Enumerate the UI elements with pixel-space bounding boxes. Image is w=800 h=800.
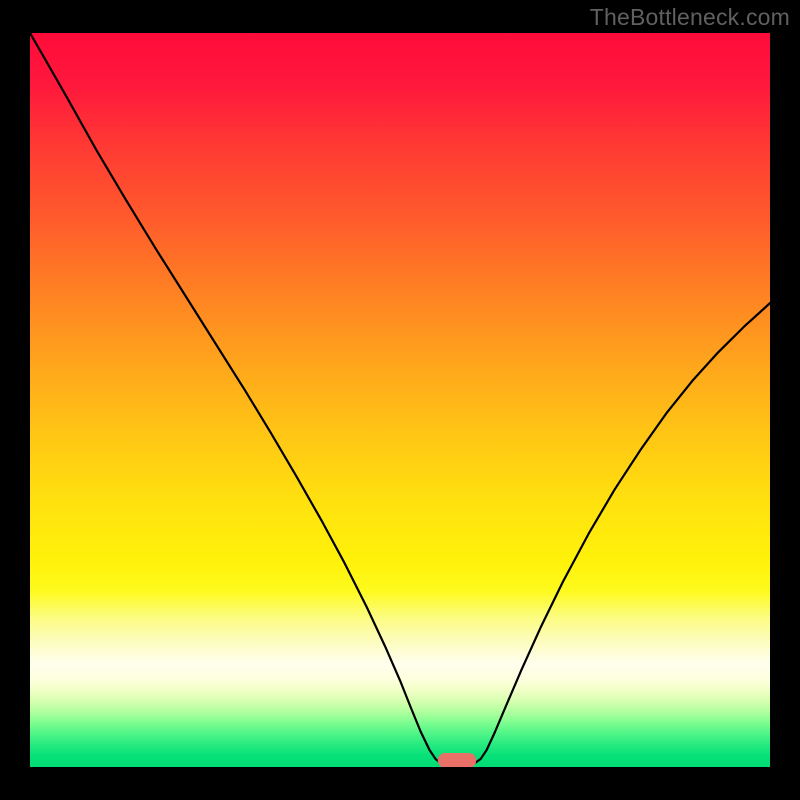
optimal-marker [438,753,476,768]
bottleneck-chart [0,0,800,800]
chart-frame: TheBottleneck.com [0,0,800,800]
watermark-text: TheBottleneck.com [590,4,790,31]
gradient-background [30,33,770,767]
